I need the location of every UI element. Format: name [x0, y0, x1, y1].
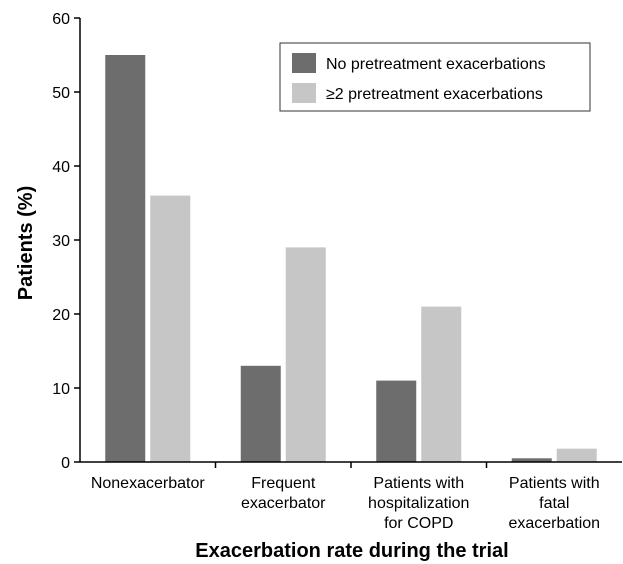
- x-tick-label: Nonexacerbator: [91, 475, 206, 492]
- x-tick-label: hospitalization: [368, 495, 469, 512]
- x-tick-label: Patients with: [509, 475, 600, 492]
- bar-no-pretreatment-2: [240, 365, 281, 462]
- y-tick-label: 60: [52, 11, 70, 28]
- legend: No pretreatment exacerbations ≥2 pretreat…: [279, 42, 591, 112]
- bar-no-pretreatment-1: [105, 55, 146, 462]
- y-tick-label: 50: [52, 85, 70, 102]
- bar-two-plus-pretreatment-1: [150, 195, 191, 462]
- y-tick-label: 10: [52, 381, 70, 398]
- y-tick-label: 30: [52, 233, 70, 250]
- bar-two-plus-pretreatment-2: [285, 247, 326, 462]
- y-tick-label: 20: [52, 307, 70, 324]
- x-tick-label: exacerbator: [241, 495, 326, 512]
- y-tick-label: 40: [52, 159, 70, 176]
- bar-no-pretreatment-3: [376, 380, 417, 462]
- legend-box: [279, 42, 591, 112]
- x-axis: Nonexacerbator Frequent exacerbator Patient…: [80, 461, 622, 532]
- legend-label: No pretreatment exacerbations: [326, 56, 546, 73]
- legend-label: ≥2 pretreatment exacerbations: [326, 86, 543, 103]
- legend-swatch: [292, 83, 316, 103]
- y-axis: 0 10 20 30 40 50 60: [52, 11, 81, 472]
- y-axis-title: Patients (%): [15, 186, 37, 300]
- bar-no-pretreatment-4: [511, 458, 552, 462]
- x-tick-label: exacerbation: [508, 515, 600, 532]
- legend-swatch: [292, 53, 316, 73]
- bar-two-plus-pretreatment-3: [421, 306, 462, 462]
- x-tick-label: fatal: [539, 495, 569, 512]
- x-tick-label: Patients with: [373, 475, 464, 492]
- bar-two-plus-pretreatment-4: [556, 448, 597, 462]
- x-tick-label: for COPD: [384, 515, 453, 532]
- y-tick-label: 0: [61, 455, 70, 472]
- x-axis-title: Exacerbation rate during the trial: [195, 540, 508, 562]
- bars: [105, 55, 597, 462]
- x-tick-label: Frequent: [251, 475, 316, 492]
